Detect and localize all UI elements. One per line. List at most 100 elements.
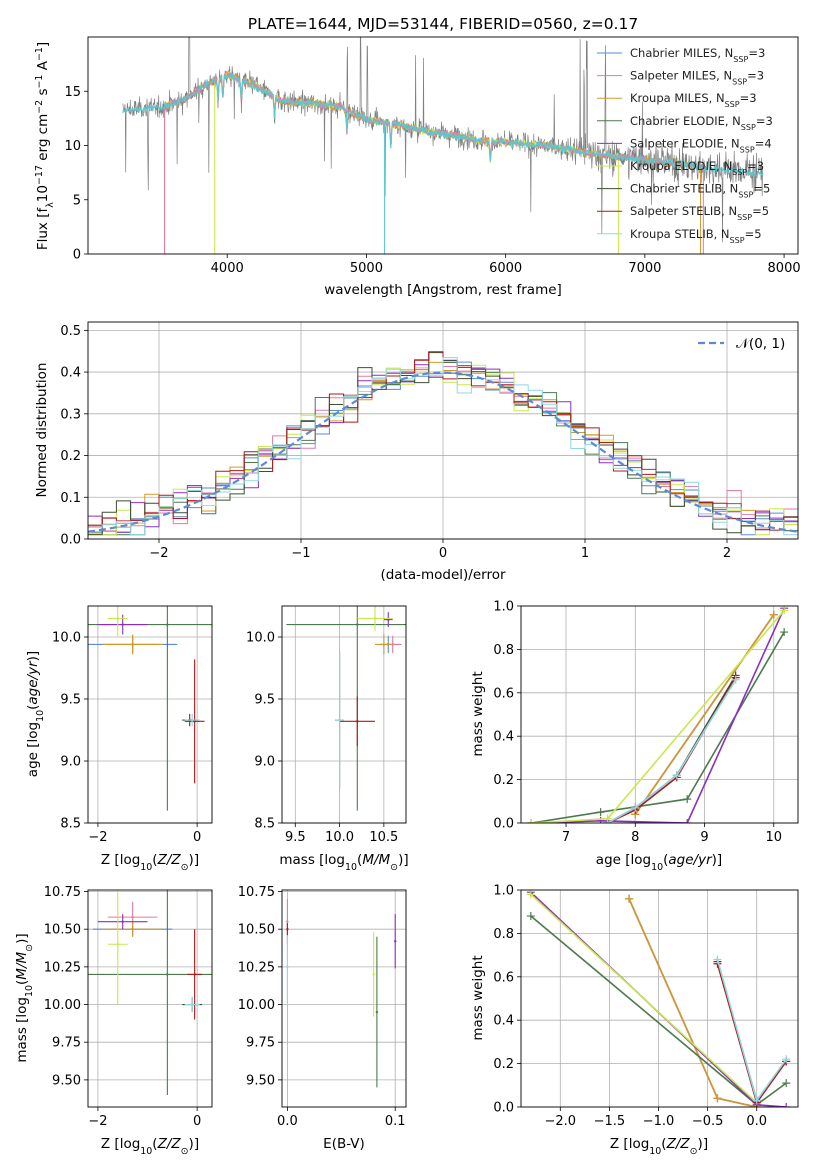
y-tick-label: 9.50 — [52, 1073, 81, 1088]
data-point — [286, 920, 289, 923]
y-tick-label: 9.50 — [246, 1073, 275, 1088]
weight-marker — [683, 795, 692, 804]
label-part: ( — [14, 980, 30, 985]
axes-frame — [87, 36, 799, 255]
label-part: ( — [663, 852, 668, 868]
normal-curve — [88, 371, 798, 533]
x-tick-label: 0.0 — [277, 1114, 298, 1129]
plot-area — [88, 890, 212, 1095]
y-tick-label: 9.0 — [60, 755, 81, 770]
weight-line — [531, 607, 785, 823]
y-tick-label: 8.5 — [60, 817, 81, 832]
y-tick-label: 0.6 — [493, 970, 514, 985]
data-point — [193, 720, 196, 723]
legend-label: Chabrier STELIB, NSSP=5 — [630, 182, 770, 200]
label-part: Z [log — [101, 1136, 140, 1152]
label-part: 10 — [35, 710, 46, 722]
chart-weight-vs-Z: −2.0 −1.5 −1.0 −0.5 0.0 0.0 0.2 0.4 0.6 0.8 1.0 — [493, 884, 799, 1129]
label-part: Kroupa ELODIE, N — [630, 159, 732, 173]
x-tick-label: 7000 — [628, 261, 661, 276]
x-tick-label: −2 — [88, 830, 107, 845]
x-tick-label: −1.0 — [643, 1114, 675, 1129]
legend-label: 𝒩(0, 1) — [736, 336, 785, 352]
label-part: Chabrier MILES, N — [630, 46, 733, 60]
plot-area — [88, 606, 212, 811]
label-part: )] — [698, 1136, 709, 1152]
weight-marker — [631, 803, 640, 812]
label-part: Chabrier STELIB, N — [630, 182, 738, 196]
label-part: age [log — [596, 852, 651, 868]
label-part: 10 — [35, 185, 51, 202]
x-tick-label: 10.5 — [369, 830, 398, 845]
label-part: =4 — [755, 136, 772, 150]
label-part: −1 — [34, 75, 45, 89]
label-part: )] — [25, 651, 41, 662]
y-tick-label: 9.75 — [52, 1036, 81, 1051]
data-point — [356, 623, 359, 626]
histogram-step — [88, 357, 798, 536]
x-tick-label: 2 — [723, 546, 731, 561]
y-tick-label: 0.0 — [60, 533, 81, 548]
axes-frame — [281, 889, 407, 1108]
y-tick-label: 0.8 — [493, 643, 514, 658]
x-axis-label: E(B-V) — [323, 1136, 365, 1152]
label-part: mass [log — [279, 852, 345, 868]
label-part: age [log — [25, 722, 41, 777]
label-part: =5 — [752, 204, 769, 218]
label-part: ( — [152, 1136, 157, 1152]
data-point — [190, 1003, 194, 1006]
legend-label: Kroupa MILES, NSSP=3 — [630, 91, 757, 109]
label-part: Salpeter ELODIE, N — [630, 136, 740, 150]
label-part: 10 — [140, 1146, 152, 1157]
label-part: SSP — [740, 145, 755, 154]
plot-area — [286, 606, 406, 811]
data-point — [131, 643, 134, 646]
label-part: SSP — [741, 122, 756, 131]
label-part: =3 — [756, 114, 773, 128]
y-tick-label: 1.0 — [493, 884, 514, 899]
label-part: mass [log — [14, 997, 30, 1063]
data-point — [121, 623, 124, 626]
label-part: ( — [25, 705, 41, 710]
x-tick-label: −1.5 — [594, 1114, 626, 1129]
data-point — [394, 940, 397, 943]
y-tick-label: 9.5 — [254, 693, 275, 708]
label-part: M/M — [14, 951, 30, 979]
label-part: Salpeter STELIB, N — [630, 204, 737, 218]
label-part: −2 — [34, 100, 45, 114]
weight-marker — [713, 955, 722, 964]
weight-marker — [526, 912, 535, 921]
label-part: Kroupa MILES, N — [630, 91, 725, 105]
y-tick-label: 10 — [64, 139, 81, 154]
y-tick-label: 9.0 — [254, 755, 275, 770]
y-tick-label: 0.4 — [493, 730, 514, 745]
y-tick-label: 10.0 — [52, 631, 81, 646]
x-tick-label: 1 — [581, 546, 589, 561]
y-tick-label: 10.50 — [44, 923, 81, 938]
y-tick-label: 10.00 — [44, 998, 81, 1013]
label-part: SSP — [730, 235, 745, 244]
y-tick-label: 0.1 — [60, 491, 81, 506]
spectrum-model-line — [122, 73, 764, 178]
label-part: ] — [35, 42, 51, 47]
axes-frame — [281, 605, 407, 824]
y-axis-label: age [log10(age/yr)] — [25, 651, 46, 777]
plot-area — [527, 606, 789, 823]
y-tick-label: 0.5 — [60, 324, 81, 339]
label-part: Salpeter MILES, N — [630, 69, 732, 83]
y-tick-label: 10.75 — [44, 885, 81, 900]
label-part: 10 — [649, 1146, 661, 1157]
x-tick-label: 8 — [631, 830, 639, 845]
label-part: 10 — [651, 862, 663, 873]
data-point — [131, 915, 134, 919]
x-tick-label: 4000 — [211, 261, 244, 276]
label-part: SSP — [732, 168, 747, 177]
legend-label: Kroupa ELODIE, NSSP=3 — [630, 159, 764, 177]
label-part: SSP — [725, 100, 740, 109]
plot-area — [88, 351, 798, 536]
data-point — [338, 718, 341, 722]
weight-marker — [780, 606, 789, 615]
label-part: erg cm — [35, 114, 51, 165]
axes-frame — [87, 321, 799, 540]
data-point — [116, 943, 119, 946]
